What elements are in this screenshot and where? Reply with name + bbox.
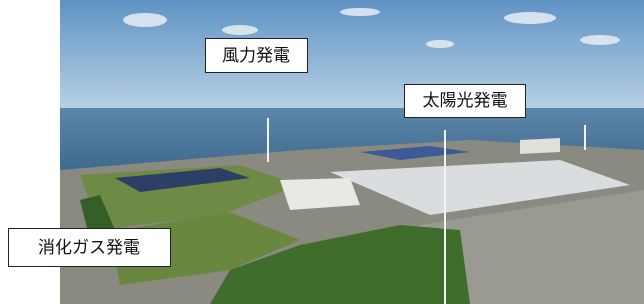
label-text: 消化ガス発電 bbox=[38, 238, 140, 258]
scene: 風力発電 太陽光発電 消化ガス発電 bbox=[0, 0, 644, 304]
label-text: 太陽光発電 bbox=[423, 91, 508, 111]
label: 太陽光発電 bbox=[405, 85, 526, 118]
buildings bbox=[520, 138, 560, 154]
buildings bbox=[280, 178, 360, 210]
page: {"labels": ["風力発電", "太陽光発電", "消化ガス発電"]} bbox=[0, 0, 644, 304]
label: 消化ガス発電 bbox=[9, 229, 171, 267]
label: 風力発電 bbox=[206, 39, 308, 73]
label-text: 風力発電 bbox=[222, 46, 290, 66]
